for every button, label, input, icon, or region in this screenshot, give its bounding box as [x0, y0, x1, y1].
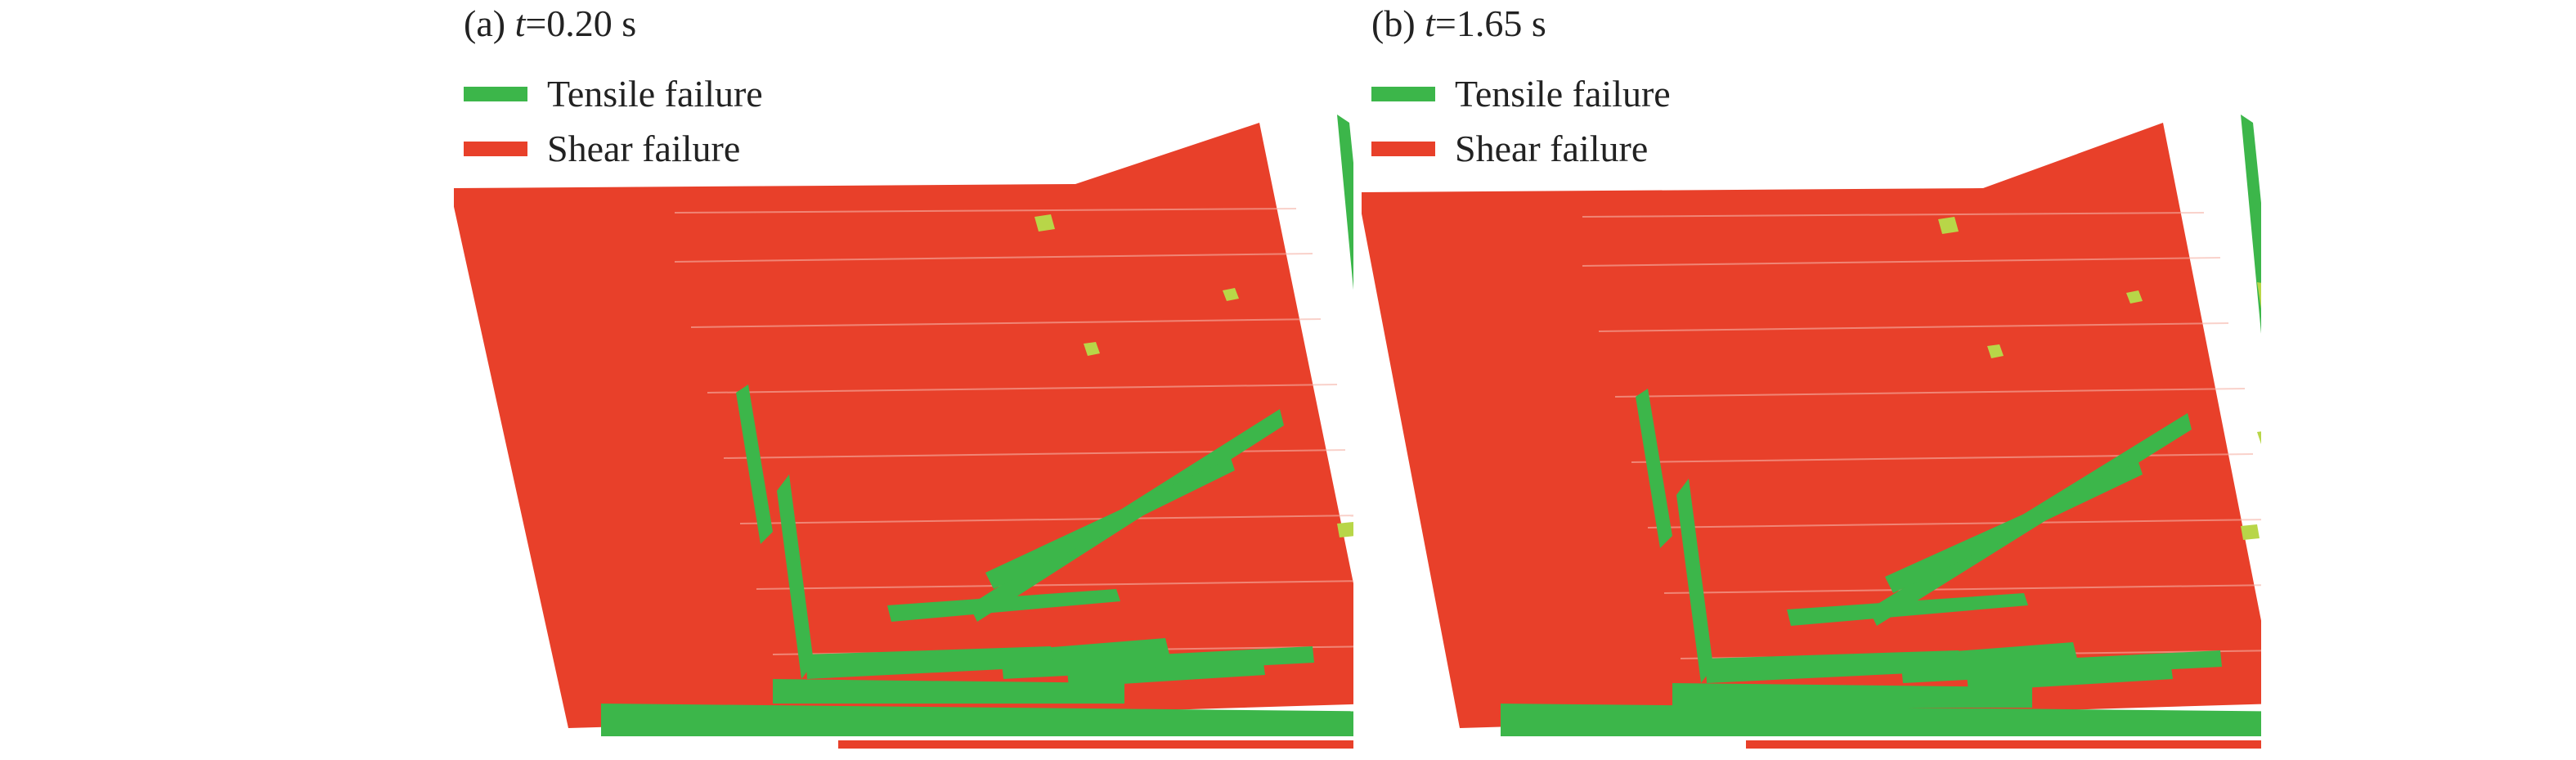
- spot-4: [2257, 282, 2261, 309]
- legend-swatch-shear-a: [464, 142, 527, 156]
- caption-prefix-a: (a): [464, 2, 515, 44]
- spot-3: [1084, 342, 1100, 356]
- crack-4: [736, 384, 773, 544]
- tensile-base: [601, 704, 1353, 736]
- tensile-spots: [1938, 217, 2261, 540]
- crack-10: [1672, 683, 2032, 708]
- shear-bottom-edge: [838, 740, 1353, 749]
- tensile-cracks: [1636, 389, 2222, 708]
- failure-model-plot-b: [1362, 115, 2261, 749]
- spot-3: [1987, 344, 2004, 358]
- panel-b: (b) t=1.65 s Tensile failure Shear failu…: [1362, 0, 2261, 760]
- caption-prefix-b: (b): [1371, 2, 1425, 44]
- spot-6: [2257, 431, 2261, 444]
- crack-8: [1067, 663, 1265, 687]
- legend-swatch-tensile-b: [1371, 87, 1435, 101]
- shear-failure-region: [1362, 123, 2261, 728]
- spot-7: [2241, 524, 2260, 540]
- panel-caption-b: (b) t=1.65 s: [1371, 2, 1546, 45]
- crack-5: [1787, 593, 2028, 626]
- crack-3: [777, 474, 814, 679]
- crack-9: [985, 458, 1235, 589]
- caption-var-b: t: [1425, 2, 1435, 44]
- legend-swatch-shear-b: [1371, 142, 1435, 156]
- legend-label-shear-b: Shear failure: [1455, 128, 1649, 169]
- caption-value-b: =1.65 s: [1434, 2, 1546, 44]
- legend-label-shear-a: Shear failure: [547, 128, 741, 169]
- tensile-base: [1501, 704, 2261, 736]
- panel-caption-a: (a) t=0.20 s: [464, 2, 636, 45]
- caption-var-a: t: [514, 2, 526, 44]
- crack-9: [1885, 462, 2143, 593]
- tensile-cracks: [736, 384, 1314, 704]
- failure-model-plot-a: [454, 115, 1353, 749]
- crack-4: [1636, 389, 1672, 548]
- tensile-edge-strip: [2241, 115, 2261, 334]
- crack-10: [773, 679, 1124, 704]
- crack-3: [1676, 479, 1713, 683]
- spot-1: [1938, 217, 1959, 234]
- legend-label-tensile-b: Tensile failure: [1455, 73, 1671, 115]
- crack-8: [1967, 667, 2173, 691]
- tensile-edge-strip: [1337, 115, 1353, 290]
- crack-6: [1705, 650, 1960, 683]
- shear-bottom-edge: [1746, 740, 2261, 749]
- caption-value-a: =0.20 s: [525, 2, 637, 44]
- panel-a: (a) t=0.20 s Tensile failure Shear failu…: [454, 0, 1353, 760]
- legend-swatch-tensile-a: [464, 87, 527, 101]
- spot-2: [2126, 290, 2143, 304]
- crack-5: [887, 589, 1120, 622]
- spot-7: [1337, 522, 1353, 537]
- spot-1: [1034, 214, 1055, 232]
- crack-6: [806, 646, 1052, 679]
- spot-2: [1223, 288, 1239, 301]
- legend-label-tensile-a: Tensile failure: [547, 73, 763, 115]
- shear-failure-region: [454, 123, 1353, 728]
- tensile-spots: [1034, 214, 1353, 537]
